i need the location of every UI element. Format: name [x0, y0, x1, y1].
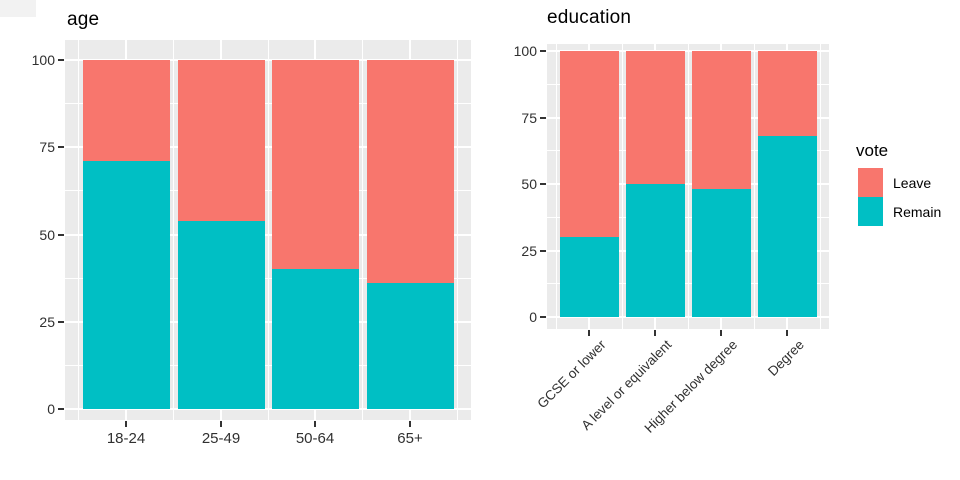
x-tick-label: 65+	[397, 430, 423, 447]
bar-segment-leave	[757, 51, 817, 137]
minor-gridline	[78, 40, 79, 420]
legend-title: vote	[856, 141, 889, 160]
bar-segment-remain	[271, 269, 359, 409]
major-gridline	[65, 408, 471, 410]
y-tick-mark	[540, 183, 546, 185]
x-tick-label: Degree	[764, 337, 807, 379]
bar-segment-remain	[691, 189, 751, 317]
age-chart-title: age	[67, 9, 100, 30]
x-tick-mark	[125, 421, 127, 427]
x-tick-label: 18-24	[106, 430, 146, 447]
bar-segment-remain	[82, 161, 170, 409]
y-tick-mark	[540, 316, 546, 318]
y-tick-label: 0	[47, 401, 55, 417]
x-tick-label: 50-64	[295, 430, 335, 447]
corner-artifact	[0, 0, 36, 17]
y-tick-label: 25	[521, 242, 537, 259]
remain-color-swatch	[858, 197, 883, 226]
education-chart-panel	[547, 44, 829, 329]
major-gridline	[547, 50, 829, 52]
major-gridline	[547, 116, 829, 119]
bar-segment-remain	[177, 220, 265, 409]
major-gridline	[547, 183, 829, 185]
legend-label-leave: Leave	[893, 174, 932, 191]
y-tick-mark	[540, 249, 546, 252]
bar-segment-leave	[691, 51, 751, 190]
leave-color-swatch	[858, 168, 883, 197]
y-tick-mark	[58, 408, 64, 410]
x-tick-mark	[654, 330, 656, 336]
bar-segment-remain	[757, 136, 817, 317]
bar-segment-remain	[366, 283, 454, 409]
major-gridline	[547, 249, 829, 252]
y-tick-mark	[540, 116, 546, 119]
legend-entry-leave: Leave	[856, 168, 931, 197]
y-tick-label: 0	[529, 309, 537, 325]
minor-gridline	[753, 44, 755, 329]
y-tick-mark	[58, 146, 64, 149]
x-tick-mark	[588, 330, 590, 336]
y-tick-mark	[58, 320, 64, 323]
age-chart-panel	[65, 40, 471, 420]
y-tick-label: 100	[513, 43, 537, 59]
minor-gridline	[457, 40, 458, 420]
minor-gridline	[621, 44, 623, 329]
bar-segment-leave	[559, 51, 619, 238]
legend-label-remain: Remain	[893, 203, 942, 220]
education-chart-title: education	[547, 7, 632, 28]
bar-segment-remain	[625, 184, 685, 317]
y-tick-mark	[58, 233, 64, 236]
major-gridline	[65, 59, 471, 61]
y-tick-label: 50	[521, 176, 537, 192]
bar-segment-leave	[271, 60, 359, 270]
minor-gridline	[362, 40, 363, 420]
major-gridline	[547, 316, 829, 318]
y-tick-mark	[540, 50, 546, 52]
minor-gridline	[687, 44, 689, 329]
x-tick-mark	[314, 421, 316, 427]
major-gridline	[65, 146, 471, 149]
x-tick-mark	[720, 330, 722, 336]
x-tick-mark	[220, 421, 222, 427]
bar-segment-leave	[82, 60, 170, 162]
bar-segment-leave	[366, 60, 454, 284]
major-gridline	[65, 233, 471, 236]
x-tick-mark	[786, 330, 788, 336]
vote-legend: vote Leave Remain	[856, 141, 941, 226]
y-tick-label: 100	[31, 52, 55, 68]
x-tick-label: 25-49	[201, 430, 241, 447]
minor-gridline	[819, 44, 821, 329]
y-tick-label: 75	[521, 109, 537, 126]
x-tick-mark	[409, 421, 411, 427]
y-tick-label: 50	[39, 226, 55, 243]
legend-entry-remain: Remain	[856, 197, 941, 226]
x-tick-label: GCSE or lower	[534, 337, 609, 412]
minor-gridline	[173, 40, 174, 420]
bar-segment-leave	[177, 60, 265, 221]
major-gridline	[65, 320, 471, 323]
bar-segment-remain	[559, 237, 619, 317]
y-tick-label: 75	[39, 139, 55, 156]
minor-gridline	[555, 44, 557, 329]
y-tick-label: 25	[39, 313, 55, 330]
minor-gridline	[267, 40, 269, 420]
y-tick-mark	[58, 59, 64, 61]
bar-segment-leave	[625, 51, 685, 184]
